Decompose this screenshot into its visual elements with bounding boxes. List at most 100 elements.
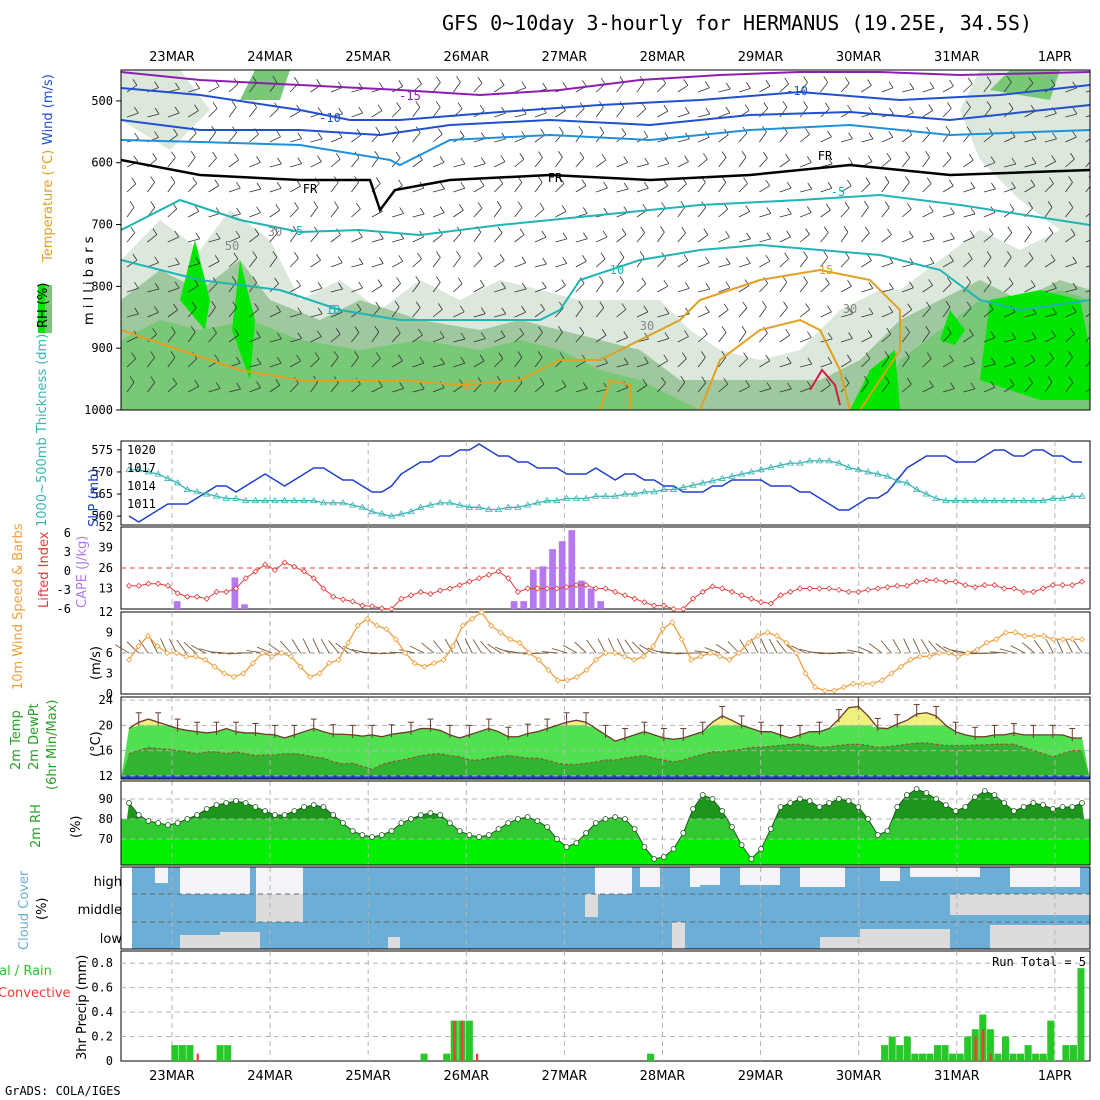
wind-barb: [738, 332, 747, 343]
wind-speed-point: [526, 649, 533, 657]
wind-barb: [575, 388, 588, 393]
li-point: [349, 598, 356, 605]
wind-barb: [901, 309, 912, 318]
wind-barb: [881, 234, 892, 243]
wind-barb: [412, 187, 425, 193]
wind-speed-point: [421, 663, 428, 670]
wind-barb-flag: [174, 106, 180, 114]
li-point: [524, 585, 531, 592]
wind-barb-flag: [275, 204, 281, 211]
wind-speed-point: [688, 656, 695, 663]
wind-barb-flag: [479, 179, 485, 187]
thickness-point: [990, 496, 999, 504]
wind-barb-flag: [170, 351, 176, 358]
wind-barb-flag: [701, 351, 706, 358]
wind-barb: [412, 258, 422, 268]
wind-barb-flag: [847, 280, 852, 287]
thickness-point: [397, 510, 405, 517]
wind-barb: [268, 643, 282, 654]
pressure-tick-label: 900: [91, 341, 113, 355]
wind-barb-flag: [642, 203, 648, 211]
cape-bar: [549, 549, 556, 609]
thickness-point: [903, 479, 911, 486]
rh2m-band-light: [121, 839, 1090, 865]
wind-barb-flag: [541, 230, 547, 238]
wind-barb: [1004, 338, 1016, 343]
cloud-grey-patch: [585, 894, 598, 917]
precip-total-bar: [986, 1029, 994, 1061]
wind-barb: [147, 234, 158, 243]
rh2m-point: [835, 796, 842, 802]
wind-barb: [868, 642, 883, 654]
wind-barb: [636, 82, 645, 93]
wind-barb: [840, 360, 852, 368]
wind-barb: [269, 338, 282, 343]
li-point: [621, 592, 629, 599]
cloud-cover-label: Cloud Cover: [17, 870, 32, 950]
wind-barb: [942, 238, 955, 243]
wind-barb-flag: [639, 251, 645, 258]
wind-barb: [351, 287, 363, 293]
wind-barb: [983, 309, 994, 318]
thickness-point: [533, 499, 542, 506]
wind-barb: [799, 107, 808, 118]
rh2m-point: [378, 832, 385, 838]
li-point: [291, 563, 298, 570]
wind-barb: [657, 207, 666, 218]
wind-barb-flag: [296, 354, 301, 362]
wind-barb-flag: [619, 276, 625, 283]
wind-barb: [942, 185, 954, 193]
wind-barb-flag: [680, 376, 686, 383]
wind-barb: [228, 388, 241, 393]
precip-total-label: tal / Rain: [0, 964, 52, 979]
wind-speed-point: [211, 663, 218, 670]
wind-barb: [310, 260, 321, 268]
rh2m-point: [1011, 808, 1017, 814]
wind-barb-flag: [1051, 155, 1056, 162]
precip-total-bar: [926, 1053, 934, 1061]
wind-barb-flag: [803, 101, 808, 108]
wind-barb: [208, 238, 221, 243]
thickness-point: [222, 494, 230, 501]
wind-barb: [799, 309, 810, 318]
wind-barb: [514, 87, 526, 93]
wind-barb: [595, 258, 606, 268]
wind-barb: [167, 157, 176, 168]
wind-barb: [228, 107, 237, 118]
wind-barb-flag: [192, 177, 197, 184]
li-point: [748, 595, 755, 602]
wind-barb: [453, 163, 466, 168]
wind-barb-flag: [988, 228, 994, 235]
wind-barb-flag: [272, 76, 278, 83]
wind-barb-flag: [439, 331, 445, 338]
wind-speed-point: [955, 653, 962, 660]
thickness-line: [129, 460, 1082, 517]
wind-barb-flag: [782, 101, 788, 108]
wind-barb: [759, 307, 767, 318]
wind-barb: [432, 309, 443, 318]
wind-barb-flag: [335, 153, 341, 160]
wind-barb-flag: [333, 351, 339, 358]
wind-barb-flag: [1030, 280, 1036, 287]
contour-label: -10: [319, 111, 341, 125]
wind-barb-flag: [458, 204, 464, 211]
wind-barb: [718, 236, 730, 243]
wind-barb-flag: [844, 77, 850, 84]
wind-barb: [575, 108, 585, 118]
rh2m-point: [651, 856, 658, 862]
wind-barb-flag: [457, 102, 463, 109]
cloud-level-low: low: [100, 932, 123, 947]
wind-barb-flag: [949, 254, 954, 262]
wind-barb: [412, 132, 421, 143]
wind-barb-flag: [521, 282, 527, 290]
wind-barb: [1004, 187, 1016, 193]
rh2m-point: [233, 798, 239, 804]
wind-barb-flag: [276, 181, 282, 189]
wind-barb: [371, 238, 384, 243]
wind-barb: [1024, 285, 1036, 293]
precip-total-bar: [178, 1045, 186, 1061]
li-point: [485, 571, 492, 578]
wind-barb: [759, 360, 770, 368]
rh-region: [980, 290, 1090, 400]
wind-barb-flag: [276, 130, 281, 137]
